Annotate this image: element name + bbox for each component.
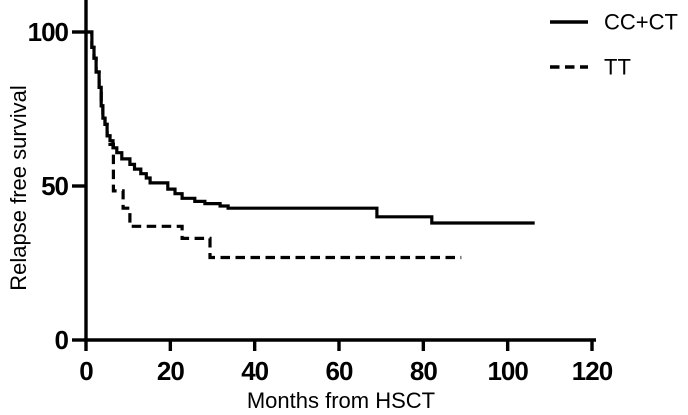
- y-axis-label: Relapse free survival: [6, 85, 31, 290]
- x-tick-label-60: 60: [326, 356, 353, 386]
- x-tick-label-80: 80: [410, 356, 437, 386]
- series-tt-path: [86, 30, 462, 260]
- y-ticks: 0 50 100: [28, 17, 86, 355]
- x-tick-label-120: 120: [572, 356, 613, 386]
- x-tick-label-40: 40: [241, 356, 268, 386]
- series-cc-ct-path: [86, 30, 535, 225]
- legend-label-tt: TT: [604, 55, 631, 80]
- y-tick-label-50: 50: [41, 171, 68, 201]
- y-tick-label-100: 100: [28, 17, 69, 47]
- x-ticks: 0 20 40 60 80 100 120: [79, 340, 614, 386]
- x-tick-label-0: 0: [79, 356, 93, 386]
- legend: CC+CT TT: [550, 10, 678, 80]
- y-tick-label-0: 0: [55, 325, 69, 355]
- x-axis-label: Months from HSCT: [247, 388, 435, 413]
- x-tick-label-100: 100: [487, 356, 528, 386]
- series-group: [86, 30, 535, 260]
- legend-label-ccct: CC+CT: [604, 10, 678, 35]
- x-tick-label-20: 20: [157, 356, 184, 386]
